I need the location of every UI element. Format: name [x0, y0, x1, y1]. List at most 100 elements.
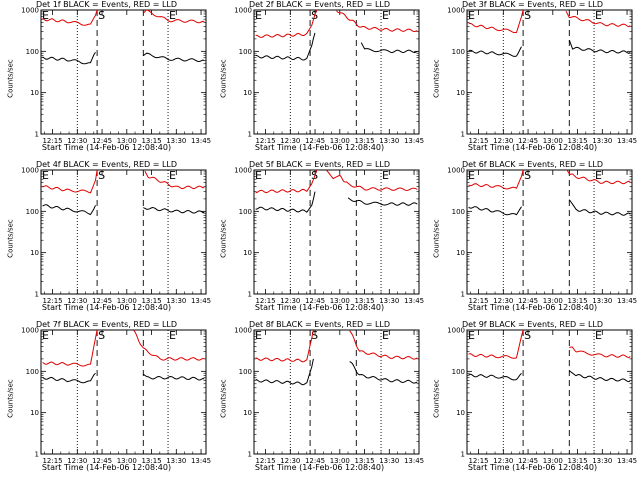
x-tick-label: 12:30 [67, 137, 87, 145]
y-tick-label: 10 [456, 249, 465, 257]
x-tick-label: 12:15 [255, 137, 275, 145]
x-tick-label: 12:45 [92, 297, 112, 305]
marker-s: S [98, 169, 105, 182]
detector-panel-8: 1 10 100 1000 12:15 12:30 12:45 13:00 13:15 13:30… [213, 320, 426, 480]
marker-e: E [382, 169, 389, 182]
marker-e: E [169, 169, 176, 182]
y-tick-label: 1 [461, 451, 465, 459]
x-tick-label: 13:30 [379, 457, 399, 465]
detector-panel-3: 1 10 100 1000 12:15 12:30 12:45 13:00 13:15 13:30… [426, 0, 639, 160]
lld-series-line [42, 170, 98, 194]
series-group [42, 10, 205, 65]
y-tick-label: 1000 [21, 7, 39, 15]
marker-s: S [524, 9, 531, 22]
x-axis-label: Start Time (14-Feb-06 12:08:40) [467, 463, 598, 472]
y-tick-label: 1000 [234, 167, 252, 175]
lld-series-line [255, 330, 314, 363]
series-group [42, 170, 205, 216]
marker-e: E [255, 329, 262, 342]
x-tick-label: 13:00 [330, 457, 350, 465]
plot-frame [466, 169, 633, 295]
y-tick-label: 100 [239, 48, 252, 56]
x-axis-label: Start Time (14-Feb-06 12:08:40) [254, 303, 385, 312]
marker-s: S [98, 9, 105, 22]
y-tick-label: 100 [26, 48, 39, 56]
x-tick-label: 13:30 [166, 137, 186, 145]
x-tick-label: 13:00 [117, 297, 137, 305]
marker-s: S [98, 329, 105, 342]
plot-area: 1 10 100 1000 12:15 12:30 12:45 13:00 13:15 13:30… [447, 327, 637, 466]
events-series-line [349, 361, 418, 384]
y-tick-label: 1000 [447, 7, 465, 15]
marker-e: E [468, 329, 475, 342]
panel-title: Det 5f BLACK = Events, RED = LLD [248, 160, 391, 169]
marker-e: E [595, 169, 602, 182]
lld-series-line [349, 330, 418, 360]
y-tick-label: 1000 [447, 327, 465, 335]
panel-title: Det 2f BLACK = Events, RED = LLD [248, 0, 391, 9]
lld-series-line [42, 330, 98, 367]
x-tick-label: 13:45 [617, 457, 637, 465]
events-series-line [143, 206, 205, 214]
events-series-line [42, 204, 96, 216]
x-axis-label: Start Time (14-Feb-06 12:08:40) [467, 143, 598, 152]
plot-area: 1 10 100 1000 12:15 12:30 12:45 13:00 13:15 13:30… [21, 7, 211, 146]
panel-title: Det 4f BLACK = Events, RED = LLD [35, 160, 178, 169]
plot-frame [40, 169, 207, 295]
detector-panel-4: 1 10 100 1000 12:15 12:30 12:45 13:00 13:15 13:30… [0, 160, 213, 320]
y-axis-label: Counts/sec [6, 59, 15, 98]
marker-e: E [169, 329, 176, 342]
marker-e: E [468, 9, 475, 22]
y-tick-label: 1 [248, 451, 252, 459]
events-series-line [347, 197, 418, 206]
x-tick-label: 13:45 [404, 297, 424, 305]
x-tick-label: 13:15 [141, 137, 161, 145]
lld-series-line [569, 346, 631, 359]
lld-series-line [144, 170, 205, 190]
lld-series-line [326, 170, 418, 192]
marker-e: E [595, 329, 602, 342]
plot-area: 1 10 100 1000 12:15 12:30 12:45 13:00 13:15 13:30… [234, 7, 424, 146]
x-tick-label: 12:15 [468, 297, 488, 305]
detector-panel-5: 1 10 100 1000 12:15 12:30 12:45 13:00 13:15 13:30… [213, 160, 426, 320]
panel-title: Det 9f BLACK = Events, RED = LLD [461, 320, 604, 329]
detector-panel-6: 1 10 100 1000 12:15 12:30 12:45 13:00 13:15 13:30… [426, 160, 639, 320]
marker-e: E [42, 329, 49, 342]
events-series-line [255, 191, 316, 213]
y-axis-label: Counts/sec [6, 219, 15, 258]
x-tick-label: 13:30 [379, 297, 399, 305]
x-tick-label: 13:15 [354, 297, 374, 305]
lld-series-line [255, 10, 318, 38]
x-tick-label: 12:30 [280, 457, 300, 465]
plot-area: 1 10 100 1000 12:15 12:30 12:45 13:00 13:15 13:30… [447, 7, 637, 146]
x-tick-label: 12:15 [468, 137, 488, 145]
marker-e: E [382, 329, 389, 342]
y-tick-label: 1000 [21, 327, 39, 335]
y-axis-label: Counts/sec [432, 59, 441, 98]
x-tick-label: 13:45 [617, 137, 637, 145]
x-tick-label: 13:15 [567, 297, 587, 305]
detector-panel-1: 1 10 100 1000 12:15 12:30 12:45 13:00 13:15 13:30… [0, 0, 213, 160]
x-tick-label: 13:00 [330, 297, 350, 305]
x-axis-label: Start Time (14-Feb-06 12:08:40) [41, 303, 172, 312]
events-series-line [360, 42, 418, 54]
x-tick-label: 12:15 [42, 137, 62, 145]
y-tick-label: 10 [456, 89, 465, 97]
x-tick-label: 12:15 [468, 457, 488, 465]
events-series-line [255, 358, 314, 386]
detector-panel-9: 1 10 100 1000 12:15 12:30 12:45 13:00 13:15 13:30… [426, 320, 639, 480]
lld-series-line [565, 10, 631, 28]
events-series-line [468, 372, 522, 381]
x-axis-label: Start Time (14-Feb-06 12:08:40) [467, 303, 598, 312]
y-axis-label: Counts/sec [6, 379, 15, 418]
x-tick-label: 13:00 [117, 137, 137, 145]
x-axis-label: Start Time (14-Feb-06 12:08:40) [41, 463, 172, 472]
marker-e: E [595, 9, 602, 22]
events-series-line [568, 39, 631, 54]
y-tick-label: 1 [35, 451, 39, 459]
plot-area: 1 10 100 1000 12:15 12:30 12:45 13:00 13:15 13:30… [234, 167, 424, 306]
y-tick-label: 1000 [234, 7, 252, 15]
panel-title: Det 6f BLACK = Events, RED = LLD [461, 160, 604, 169]
x-axis-label: Start Time (14-Feb-06 12:08:40) [254, 463, 385, 472]
y-tick-label: 10 [30, 249, 39, 257]
